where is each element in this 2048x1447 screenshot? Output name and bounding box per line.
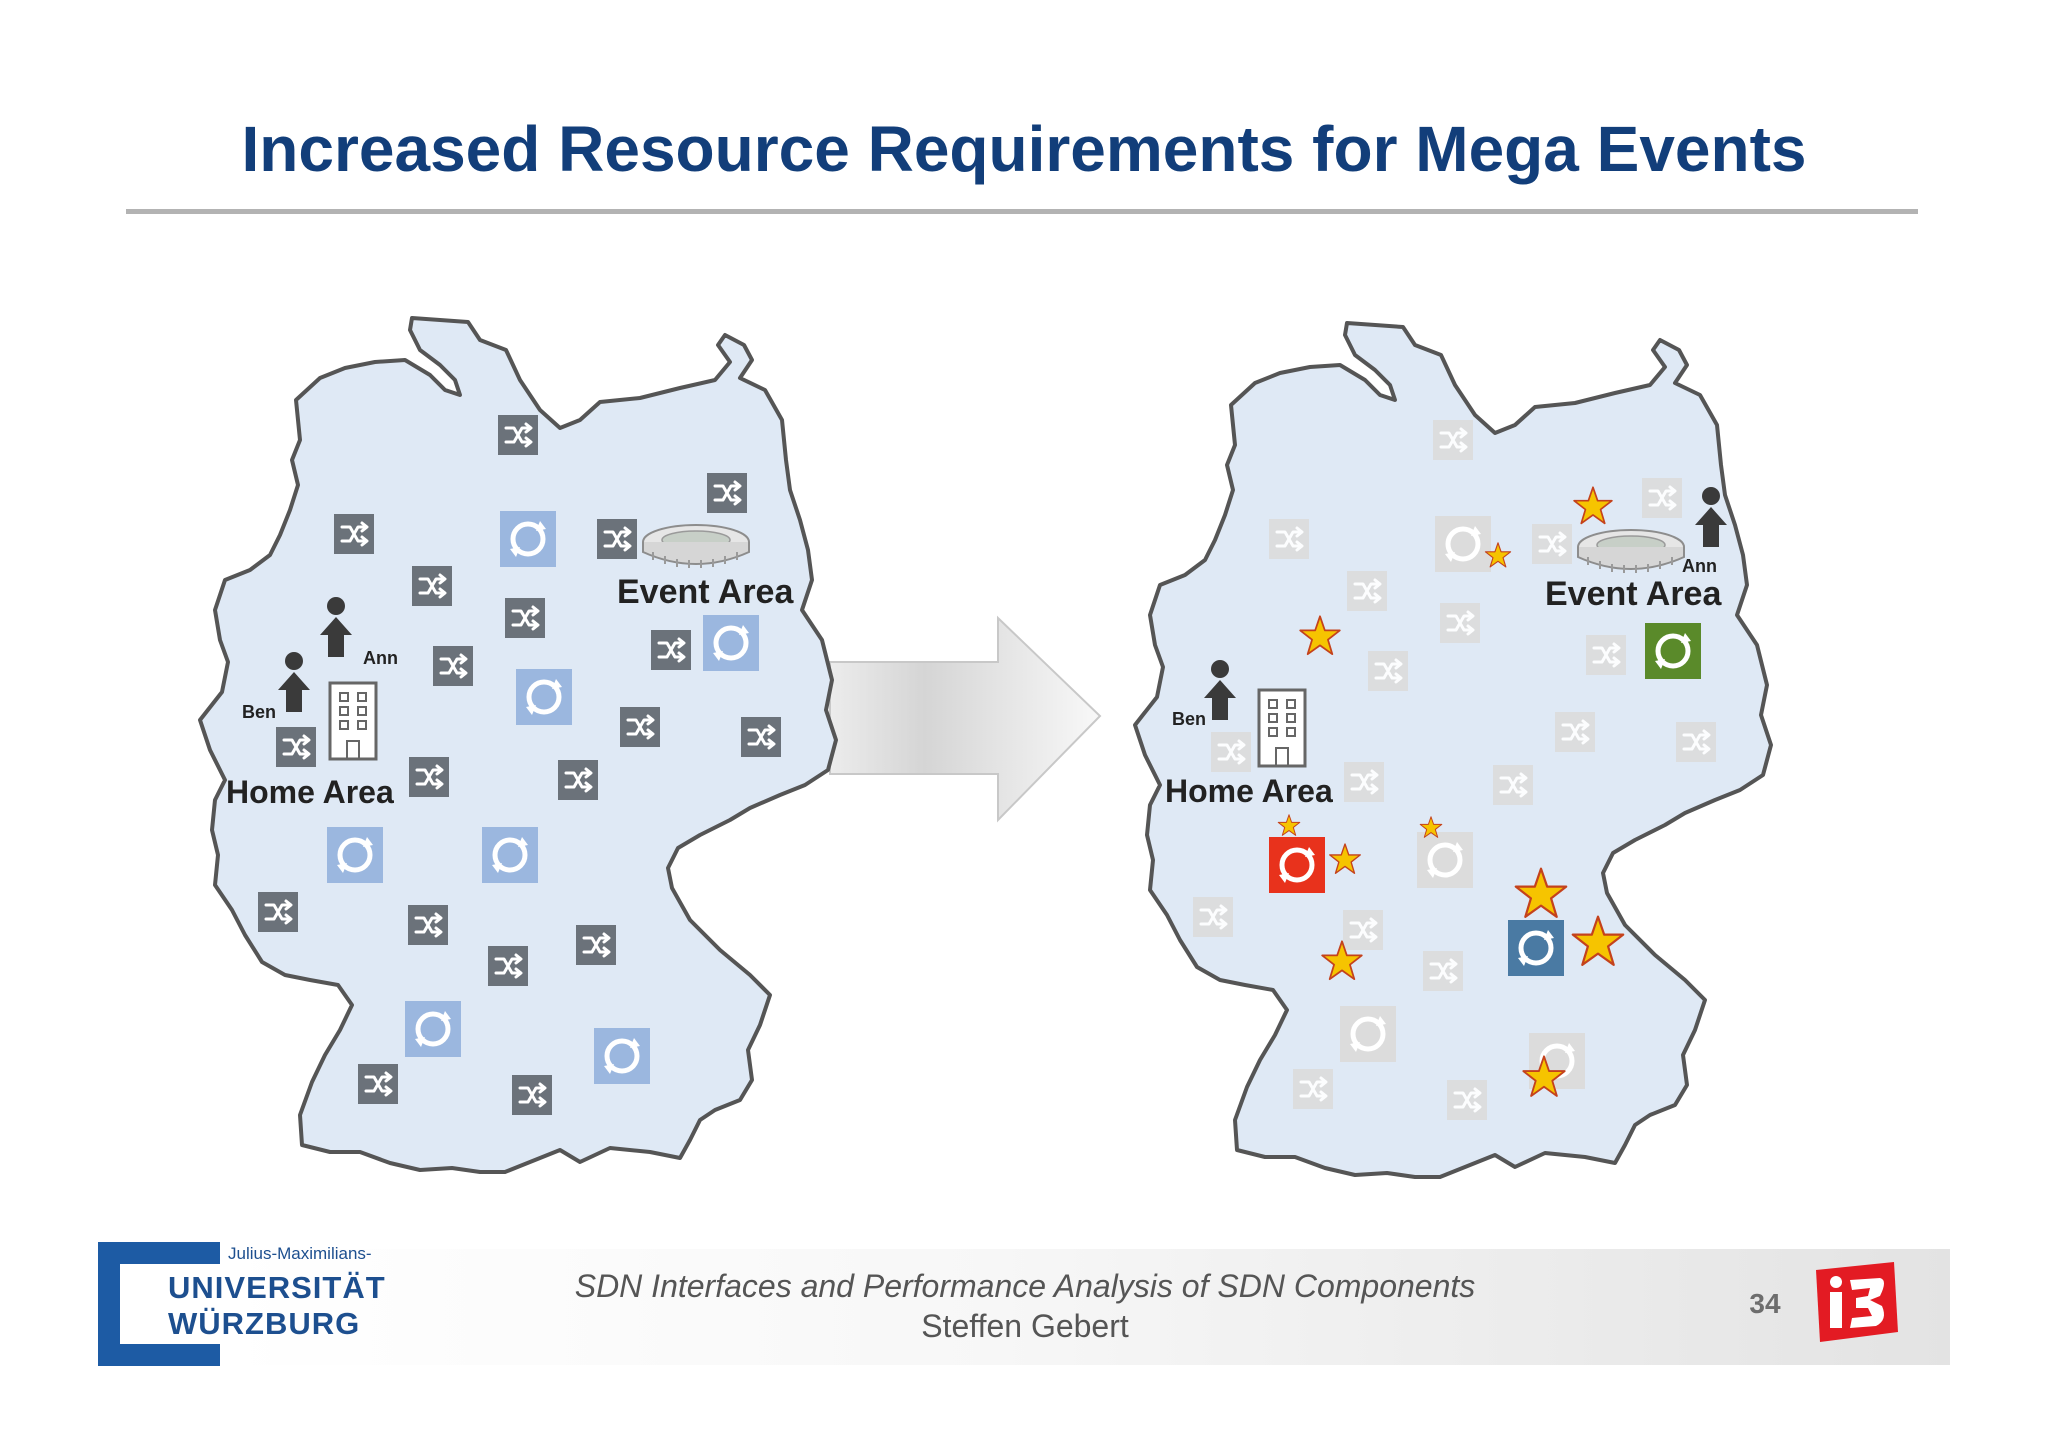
left-switch-10 <box>741 717 781 757</box>
university-logo: Julius-Maximilians- UNIVERSITÄT WÜRZBURG <box>98 1242 398 1366</box>
right-switch-11 <box>1211 732 1251 772</box>
left-switch-4 <box>597 519 637 559</box>
left-controller-4 <box>327 827 383 883</box>
right-switch-10 <box>1676 722 1716 762</box>
left-controller-5 <box>482 827 538 883</box>
right-switch-2 <box>1642 478 1682 518</box>
right-switch-4 <box>1532 524 1572 564</box>
left-switch-16 <box>576 925 616 965</box>
right-switch-7 <box>1368 651 1408 691</box>
left-switch-15 <box>408 905 448 945</box>
right-switch-12 <box>1344 762 1384 802</box>
left-event-area-label: Event Area <box>617 573 794 611</box>
left-controller-2 <box>703 615 759 671</box>
right-event-area-label: Event Area <box>1545 575 1722 613</box>
left-switch-12 <box>409 757 449 797</box>
right-ben-label: Ben <box>1172 709 1206 729</box>
page-number: 34 <box>1749 1288 1781 1319</box>
left-controller-6 <box>405 1001 461 1057</box>
left-switch-6 <box>505 598 545 638</box>
university-logo-line1: UNIVERSITÄT <box>168 1270 386 1305</box>
right-controller-red <box>1269 837 1325 893</box>
left-switch-1 <box>498 415 538 455</box>
right-switch-17 <box>1423 951 1463 991</box>
university-logo-line2: WÜRZBURG <box>168 1306 361 1341</box>
left-switch-19 <box>512 1075 552 1115</box>
right-switch-5 <box>1347 571 1387 611</box>
left-switch-3 <box>334 514 374 554</box>
left-ben-label: Ben <box>242 702 276 722</box>
right-controller-faded-3 <box>1340 1006 1396 1062</box>
right-map: Event Area Home Area Ann Ben <box>1133 321 1773 1179</box>
university-logo-small-text: Julius-Maximilians- <box>228 1244 372 1263</box>
left-switch-2 <box>707 473 747 513</box>
left-map: Event Area Home Area Ann Ben <box>198 316 838 1174</box>
right-switch-18 <box>1293 1069 1333 1109</box>
university-logo-bracket <box>98 1242 220 1366</box>
left-switch-8 <box>651 630 691 670</box>
right-ann-label: Ann <box>1682 556 1717 576</box>
left-switch-7 <box>433 646 473 686</box>
right-switch-13 <box>1493 765 1533 805</box>
left-controller-7 <box>594 1028 650 1084</box>
right-controller-faded-1 <box>1435 516 1491 572</box>
right-building-icon <box>1257 688 1307 768</box>
right-switch-19 <box>1447 1080 1487 1120</box>
right-switch-9 <box>1555 712 1595 752</box>
title-divider <box>126 209 1918 214</box>
left-ann-label: Ann <box>363 648 398 668</box>
right-switch-3 <box>1269 519 1309 559</box>
i3-lab-logo: i3 <box>1816 1262 1898 1342</box>
left-building-icon <box>328 681 378 761</box>
transition-arrow <box>829 615 1102 823</box>
right-controller-green <box>1645 623 1701 679</box>
left-switch-17 <box>488 946 528 986</box>
right-switch-6 <box>1440 603 1480 643</box>
right-switch-14 <box>1193 897 1233 937</box>
left-switch-5 <box>412 566 452 606</box>
footer-author: Steffen Gebert <box>921 1308 1129 1344</box>
right-switch-15 <box>1343 910 1383 950</box>
left-switch-11 <box>276 727 316 767</box>
left-switch-18 <box>358 1064 398 1104</box>
right-home-area-label: Home Area <box>1165 773 1333 809</box>
left-switch-9 <box>620 707 660 747</box>
footer-title: SDN Interfaces and Performance Analysis … <box>574 1268 1476 1304</box>
left-switch-13 <box>558 760 598 800</box>
left-home-area-label: Home Area <box>226 774 394 810</box>
left-controller-3 <box>516 669 572 725</box>
right-controller-faded-2 <box>1417 832 1473 888</box>
right-controller-steel <box>1508 920 1564 976</box>
left-controller-1 <box>500 511 556 567</box>
left-switch-14 <box>258 892 298 932</box>
slide-title: Increased Resource Requirements for Mega… <box>241 113 1807 185</box>
right-switch-8 <box>1586 635 1626 675</box>
right-switch-1 <box>1433 420 1473 460</box>
footer-band <box>224 1249 1950 1365</box>
